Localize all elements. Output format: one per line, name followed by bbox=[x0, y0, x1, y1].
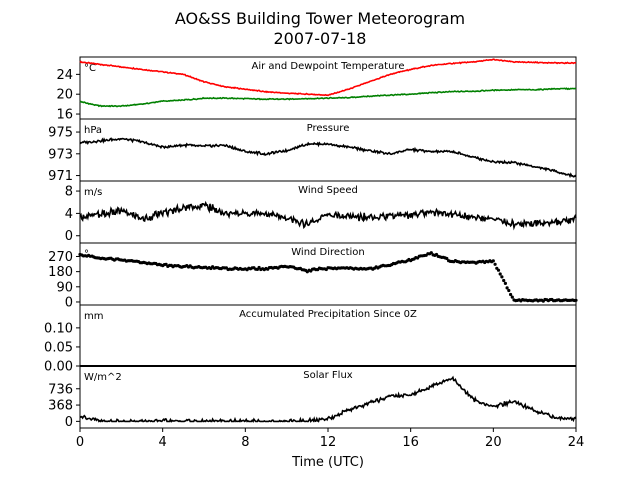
x-tick-label: 20 bbox=[485, 435, 502, 450]
air-and-dewpoint-temperature-panel: 16 20 24 °C Air and Dewpoint Temperature bbox=[56, 56, 577, 123]
solar-flux-unit-label: W/m^2 bbox=[84, 372, 122, 383]
wind-direction-point bbox=[498, 272, 502, 276]
pressure-series-0-line bbox=[79, 137, 577, 179]
air-and-dewpoint-temperature-series-1-line bbox=[79, 87, 577, 108]
x-tick-label: 8 bbox=[241, 435, 249, 450]
wind-speed-unit-label: m/s bbox=[84, 187, 102, 198]
solar-flux-series-0-line bbox=[79, 375, 577, 424]
accumulated-precipitation-since-0z-panel: 0.00 0.05 0.10 mm Accumulated Precipitation … bbox=[44, 304, 577, 375]
air-and-dewpoint-temperature-title: Air and Dewpoint Temperature bbox=[252, 61, 405, 72]
air-and-dewpoint-temperature-ytick-label: 16 bbox=[56, 108, 73, 123]
wind-direction-point bbox=[491, 259, 495, 263]
accumulated-precipitation-since-0z-unit-label: mm bbox=[84, 311, 103, 322]
air-and-dewpoint-temperature-unit-label: °C bbox=[84, 63, 96, 74]
wind-direction-point bbox=[500, 275, 504, 279]
accumulated-precipitation-since-0z-ytick-label: 0.10 bbox=[44, 321, 73, 336]
wind-speed-ytick-label: 0 bbox=[65, 229, 73, 244]
wind-direction-title: Wind Direction bbox=[291, 247, 365, 258]
wind-speed-title: Wind Speed bbox=[298, 185, 358, 196]
pressure-title: Pressure bbox=[307, 123, 350, 134]
wind-direction-ytick-label: 180 bbox=[48, 265, 73, 280]
wind-direction-ytick-label: 0 bbox=[65, 295, 73, 310]
solar-flux-ytick-label: 368 bbox=[48, 399, 73, 414]
x-tick-label: 4 bbox=[159, 435, 167, 450]
time-axis: 0 4 8 12 16 20 24 bbox=[76, 428, 584, 450]
air-and-dewpoint-temperature-ytick-label: 24 bbox=[56, 68, 73, 83]
wind-direction-ytick-label: 270 bbox=[48, 250, 73, 265]
wind-direction-point bbox=[507, 288, 511, 293]
x-tick-label: 12 bbox=[320, 435, 337, 450]
wind-direction-point bbox=[502, 278, 506, 283]
pressure-ytick-label: 971 bbox=[48, 169, 73, 184]
pressure-ytick-label: 975 bbox=[48, 126, 73, 141]
wind-direction-unit-label: ° bbox=[84, 249, 89, 260]
wind-speed-panel: 0 4 8 m/s Wind Speed bbox=[65, 180, 577, 244]
wind-direction-point bbox=[445, 256, 449, 261]
wind-direction-point bbox=[505, 286, 509, 290]
pressure-ytick-label: 973 bbox=[48, 147, 73, 162]
x-tick-label: 0 bbox=[76, 435, 84, 450]
solar-flux-title: Solar Flux bbox=[303, 370, 353, 381]
wind-direction-ytick-label: 90 bbox=[56, 280, 73, 295]
air-and-dewpoint-temperature-series-0-line bbox=[79, 58, 577, 97]
x-tick-label: 24 bbox=[568, 435, 585, 450]
air-and-dewpoint-temperature-ytick-label: 20 bbox=[56, 88, 73, 103]
accumulated-precipitation-since-0z-ytick-label: 0.00 bbox=[44, 360, 73, 375]
wind-direction-point bbox=[503, 281, 507, 285]
wind-direction-point bbox=[510, 295, 514, 299]
pressure-unit-label: hPa bbox=[84, 125, 102, 136]
figure-date: 2007-07-18 bbox=[274, 29, 367, 48]
accumulated-precipitation-since-0z-ytick-label: 0.05 bbox=[44, 340, 73, 355]
pressure-panel: 971 973 975 hPa Pressure bbox=[48, 118, 577, 184]
x-axis-label: Time (UTC) bbox=[291, 455, 364, 470]
wind-direction-point bbox=[509, 292, 513, 297]
wind-speed-series-0-line bbox=[79, 200, 577, 231]
wind-direction-point bbox=[496, 268, 501, 272]
solar-flux-ytick-label: 0 bbox=[65, 415, 73, 430]
accumulated-precipitation-since-0z-title: Accumulated Precipitation Since 0Z bbox=[239, 309, 417, 320]
figure-title: AO&SS Building Tower Meteorogram bbox=[175, 9, 465, 28]
solar-flux-ytick-label: 736 bbox=[48, 382, 73, 397]
x-tick-label: 16 bbox=[402, 435, 419, 450]
wind-speed-ytick-label: 8 bbox=[65, 185, 73, 200]
wind-speed-ytick-label: 4 bbox=[65, 207, 73, 222]
wind-direction-point bbox=[493, 262, 497, 266]
wind-direction-point bbox=[429, 251, 433, 255]
wind-direction-point bbox=[574, 298, 578, 302]
